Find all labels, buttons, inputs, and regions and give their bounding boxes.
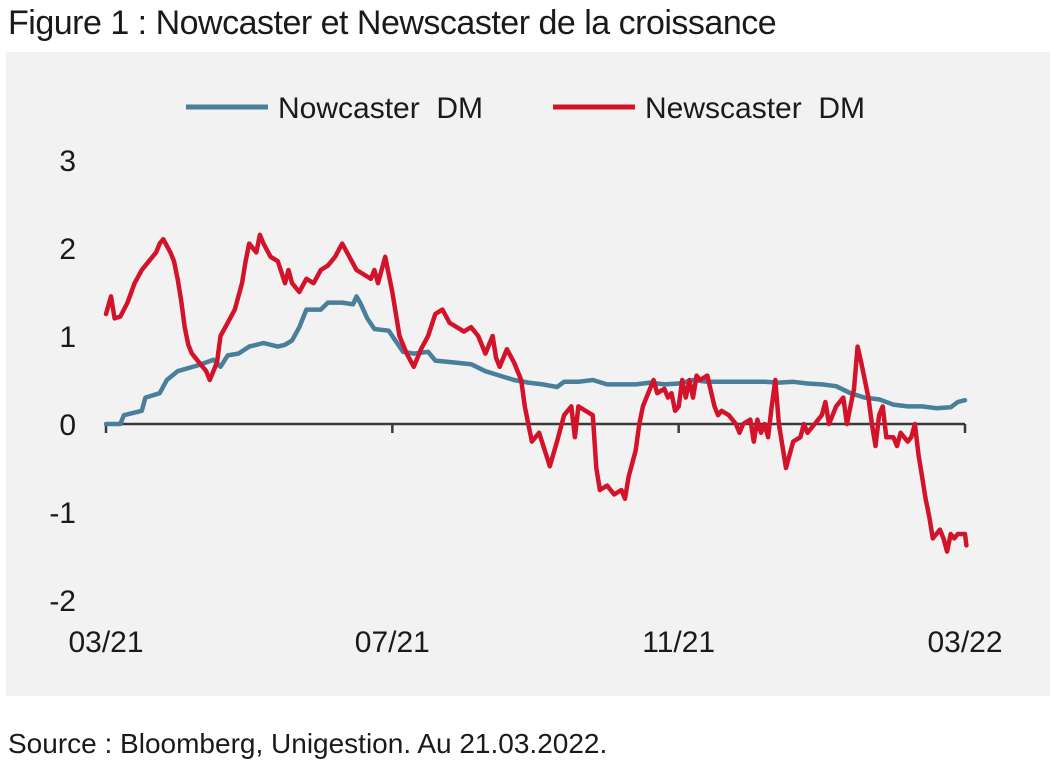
- y-axis-tick-labels: 3 2 1 0 -1 -2: [49, 145, 76, 618]
- y-tick-label: 1: [59, 321, 76, 354]
- y-tick-label: 0: [59, 409, 76, 442]
- y-tick-label: 3: [59, 145, 76, 178]
- plot-background: [6, 52, 1050, 696]
- x-tick-label: 07/21: [355, 626, 430, 659]
- x-tick-label: 03/22: [927, 626, 1002, 659]
- legend-label: Nowcaster DM: [278, 92, 483, 125]
- newscaster-line: [103, 232, 969, 554]
- figure-title: Figure 1 : Nowcaster et Newscaster de la…: [8, 4, 777, 42]
- y-tick-label: -1: [49, 497, 76, 530]
- source-note: Source : Bloomberg, Unigestion. Au 21.03…: [8, 728, 608, 759]
- nowcaster-line: [103, 294, 968, 427]
- y-tick-label: 2: [59, 233, 76, 266]
- legend: Nowcaster DM Newscaster DM: [186, 92, 865, 125]
- legend-label: Newscaster DM: [645, 92, 865, 125]
- x-tick-label: 03/21: [68, 626, 143, 659]
- x-axis-tick-labels: 03/21 07/21 11/21 03/22: [68, 626, 1002, 659]
- x-tick-label: 11/21: [642, 626, 715, 659]
- x-axis: [104, 422, 967, 433]
- y-tick-label: -2: [49, 585, 76, 618]
- series-lines: [103, 232, 969, 554]
